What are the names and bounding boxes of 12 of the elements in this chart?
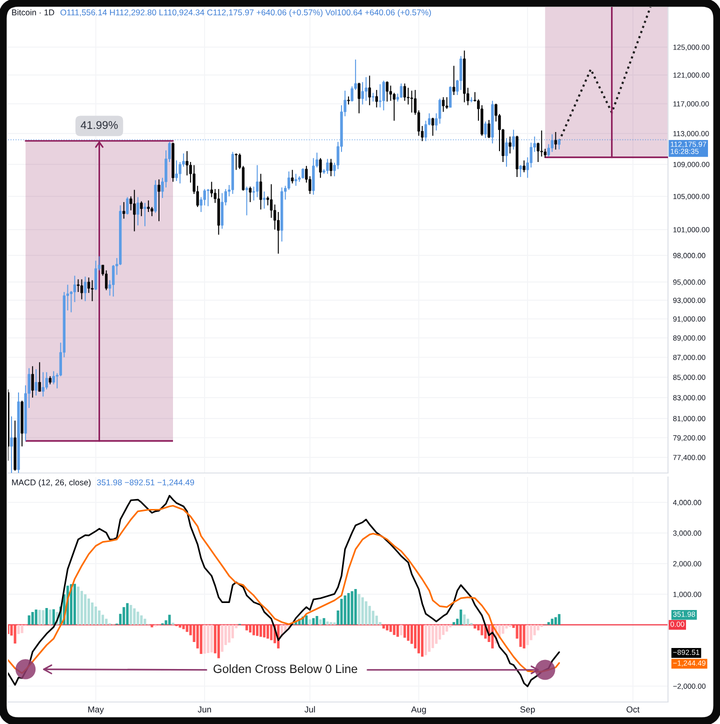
x-tick-label: Oct [626, 706, 640, 712]
x-tick-label: Aug [411, 706, 426, 714]
x-tick-label: Jun [198, 706, 211, 712]
annotation: Golden Cross Below 0 Line [214, 664, 358, 674]
x-tick-label: May [88, 706, 104, 714]
x-tick-label: Jul [304, 706, 315, 712]
chart-title: Bitcoin · 1D [12, 9, 54, 16]
x-tick-label: Sep [520, 706, 535, 714]
annotation: 41.99% [80, 121, 118, 129]
chart-subtitle: O111,556.14 H112,292.80 L110,924.34 C112,175.97 +640.06 (+0.57%) Vol100.64 +640.06 (+0.57%) [60, 9, 431, 17]
chart-title: MACD (12, 26, close) [12, 479, 91, 487]
chart-subtitle: 351.98 −892.51 −1,244.49 [96, 479, 194, 486]
